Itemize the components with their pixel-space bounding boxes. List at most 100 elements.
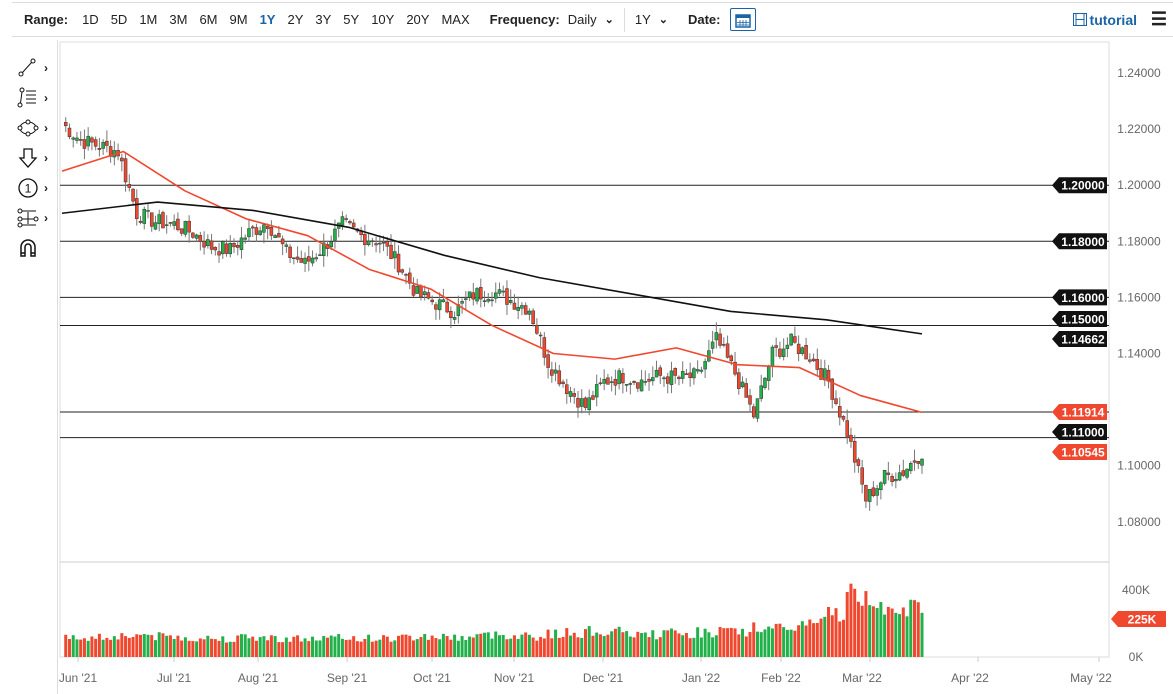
candle: [486, 299, 491, 302]
candle: [198, 235, 203, 242]
date-picker-button[interactable]: [730, 8, 757, 31]
volume-bar: [542, 638, 546, 657]
volume-bar: [483, 632, 487, 657]
volume-bar: [281, 642, 285, 657]
candle: [654, 369, 659, 378]
candle: [785, 344, 790, 349]
volume-bar: [191, 641, 195, 657]
shapes-tool[interactable]: ›: [16, 116, 50, 140]
volume-bar: [340, 638, 344, 657]
volume-bar: [509, 638, 513, 657]
candle: [632, 380, 636, 383]
range-max[interactable]: MAX: [441, 12, 470, 27]
range-5d[interactable]: 5D: [110, 12, 128, 27]
period-select[interactable]: 1Y ⌄: [635, 12, 668, 27]
range-1y[interactable]: 1Y: [259, 12, 276, 27]
date-label: Date:: [687, 12, 721, 27]
volume-bar: [497, 635, 501, 657]
volume-bar: [636, 631, 640, 657]
volume-bar: [561, 636, 565, 657]
plot-frame: [59, 41, 1110, 658]
volume-bar: [239, 634, 243, 657]
volume-bar: [135, 634, 139, 657]
volume-bar: [198, 638, 202, 657]
volume-bar: [479, 633, 483, 657]
film-icon: [1072, 13, 1087, 26]
volume-bar: [808, 619, 812, 657]
volume-bar: [647, 637, 651, 657]
range-2y[interactable]: 2Y: [287, 12, 304, 27]
candle: [348, 221, 352, 224]
volume-bar: [512, 635, 516, 657]
candle: [598, 382, 603, 385]
magnet-tool[interactable]: [16, 236, 50, 260]
volume-bar: [662, 630, 666, 657]
volume-bar: [180, 640, 184, 657]
volume-bar: [744, 636, 748, 657]
x-tick-label: Oct '21: [413, 671, 451, 685]
candle: [97, 147, 102, 150]
volume-bar: [733, 628, 737, 657]
candle: [67, 127, 72, 137]
fibonacci-tool[interactable]: ›: [16, 86, 50, 110]
candle: [482, 300, 487, 302]
volume-bar: [838, 621, 842, 657]
candle: [871, 487, 876, 497]
volume-bar: [273, 636, 277, 657]
candle: [523, 305, 528, 315]
candle: [400, 269, 405, 273]
calendar-icon: [735, 13, 752, 28]
svg-text:1.18000: 1.18000: [1061, 235, 1105, 249]
candle: [677, 376, 681, 380]
range-3m[interactable]: 3M: [169, 12, 188, 27]
candle: [613, 378, 618, 386]
candle: [905, 468, 909, 478]
volume-bar: [109, 639, 113, 657]
candle: [621, 373, 625, 384]
trendline-tool[interactable]: ›: [16, 56, 50, 80]
candle: [890, 476, 894, 482]
range-20y[interactable]: 20Y: [406, 12, 430, 27]
volume-bar: [741, 628, 745, 657]
tutorial-link[interactable]: tutorial: [1072, 12, 1137, 28]
candle: [789, 333, 793, 346]
volume-bar: [920, 612, 924, 657]
range-3y[interactable]: 3Y: [315, 12, 332, 27]
volume-bar: [486, 632, 490, 657]
volume-bar: [849, 583, 853, 657]
range-1d[interactable]: 1D: [82, 12, 99, 27]
volume-bar: [438, 639, 442, 657]
volume-bar: [82, 638, 86, 657]
range-9m[interactable]: 9M: [229, 12, 248, 27]
svg-text:1.14662: 1.14662: [1061, 333, 1105, 347]
volume-bar: [681, 635, 685, 657]
chevron-right-icon: ›: [44, 181, 48, 195]
volume-bar: [355, 641, 359, 657]
volume-bar: [288, 641, 292, 657]
frequency-select[interactable]: Daily ⌄: [568, 12, 614, 27]
arrow-down-tool[interactable]: ›: [16, 146, 50, 170]
number-marker-tool[interactable]: 1 ›: [16, 176, 50, 200]
hamburger-menu-icon[interactable]: ☰: [1150, 9, 1167, 29]
volume-bar: [782, 627, 786, 657]
volume-bar: [819, 618, 823, 657]
candle: [206, 239, 210, 247]
volume-bar: [333, 636, 337, 657]
volume-bar: [535, 640, 539, 657]
range-5y[interactable]: 5Y: [343, 12, 360, 27]
candle: [258, 230, 262, 236]
price-tick-label: 1.20000: [1117, 178, 1161, 192]
x-tick-label: Aug '21: [238, 671, 279, 685]
candle: [415, 286, 419, 294]
range-10y[interactable]: 10Y: [371, 12, 395, 27]
volume-bar: [625, 631, 629, 657]
volume-bar: [602, 636, 606, 657]
candle: [737, 372, 741, 389]
candle: [508, 300, 513, 303]
measure-tool[interactable]: ›: [16, 206, 50, 230]
volume-bar: [583, 629, 587, 657]
range-6m[interactable]: 6M: [199, 12, 218, 27]
volume-bar: [894, 612, 898, 657]
range-1m[interactable]: 1M: [139, 12, 158, 27]
